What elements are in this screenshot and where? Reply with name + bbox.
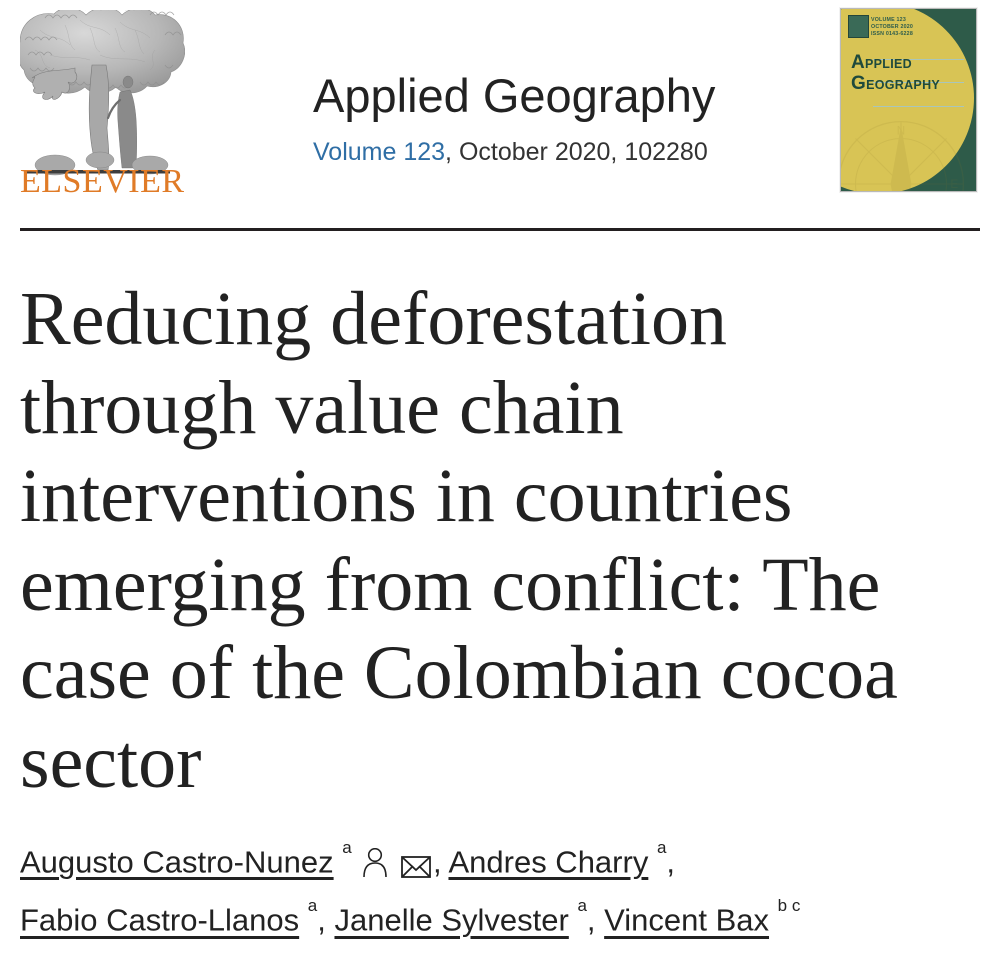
svg-text:E: E [950, 178, 958, 191]
svg-text:N: N [897, 125, 905, 138]
